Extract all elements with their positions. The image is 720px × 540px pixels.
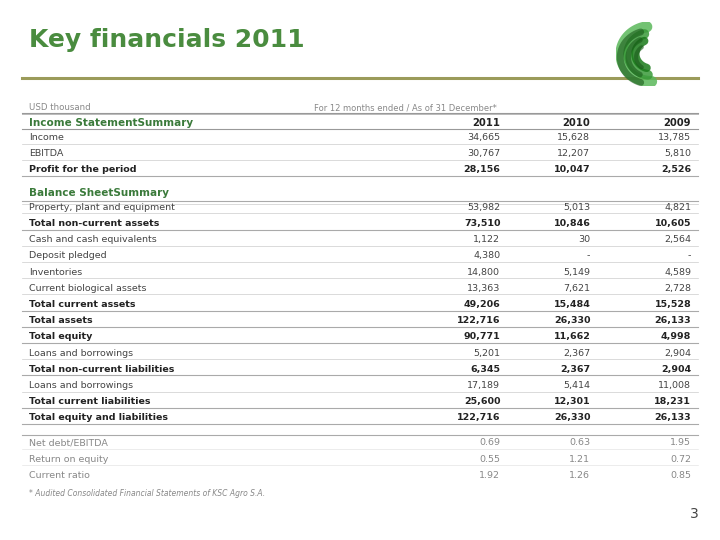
Text: 2,526: 2,526 xyxy=(661,165,691,174)
Text: 2,564: 2,564 xyxy=(664,235,691,244)
Text: 26,133: 26,133 xyxy=(654,316,691,325)
Text: 15,528: 15,528 xyxy=(654,300,691,309)
Text: 26,133: 26,133 xyxy=(654,414,691,422)
Text: 5,201: 5,201 xyxy=(474,349,500,357)
Text: Current ratio: Current ratio xyxy=(29,471,90,480)
Text: 5,810: 5,810 xyxy=(664,149,691,158)
Text: Loans and borrowings: Loans and borrowings xyxy=(29,349,133,357)
Text: 10,846: 10,846 xyxy=(554,219,590,228)
Text: 25,600: 25,600 xyxy=(464,397,500,406)
Text: -: - xyxy=(688,252,691,260)
Text: EBITDA: EBITDA xyxy=(29,149,63,158)
Text: 1,122: 1,122 xyxy=(474,235,500,244)
Text: Property, plant and equipment: Property, plant and equipment xyxy=(29,203,175,212)
Text: 28,156: 28,156 xyxy=(464,165,500,174)
Text: 2,367: 2,367 xyxy=(560,365,590,374)
Text: 7,621: 7,621 xyxy=(563,284,590,293)
Text: 2010: 2010 xyxy=(562,118,590,128)
Text: 13,363: 13,363 xyxy=(467,284,500,293)
Text: 15,484: 15,484 xyxy=(554,300,590,309)
Text: 0.63: 0.63 xyxy=(570,438,590,447)
Text: 122,716: 122,716 xyxy=(457,316,500,325)
Text: 0.72: 0.72 xyxy=(670,455,691,463)
Text: 2009: 2009 xyxy=(664,118,691,128)
Text: 11,008: 11,008 xyxy=(658,381,691,390)
Text: 2011: 2011 xyxy=(472,118,500,128)
Text: 4,998: 4,998 xyxy=(661,333,691,341)
Text: Balance SheetSummary: Balance SheetSummary xyxy=(29,188,168,198)
Text: 14,800: 14,800 xyxy=(467,268,500,276)
Text: 0.85: 0.85 xyxy=(670,471,691,480)
Text: 13,785: 13,785 xyxy=(658,133,691,141)
Text: Current biological assets: Current biological assets xyxy=(29,284,146,293)
Text: 17,189: 17,189 xyxy=(467,381,500,390)
Text: For 12 months ended / As of 31 December*: For 12 months ended / As of 31 December* xyxy=(314,104,497,112)
Text: 12,301: 12,301 xyxy=(554,397,590,406)
Text: * Audited Consolidated Financial Statements of KSC Agro S.A.: * Audited Consolidated Financial Stateme… xyxy=(29,489,265,498)
Text: 3: 3 xyxy=(690,507,698,521)
Text: Loans and borrowings: Loans and borrowings xyxy=(29,381,133,390)
Text: 34,665: 34,665 xyxy=(467,133,500,141)
Text: 1.26: 1.26 xyxy=(570,471,590,480)
Text: 5,149: 5,149 xyxy=(563,268,590,276)
Text: 53,982: 53,982 xyxy=(467,203,500,212)
Text: Net debt/EBITDA: Net debt/EBITDA xyxy=(29,438,108,447)
Text: 4,821: 4,821 xyxy=(664,203,691,212)
Text: 15,628: 15,628 xyxy=(557,133,590,141)
Text: Total current liabilities: Total current liabilities xyxy=(29,397,150,406)
Text: Deposit pledged: Deposit pledged xyxy=(29,252,107,260)
Text: Total equity: Total equity xyxy=(29,333,92,341)
Text: -: - xyxy=(587,252,590,260)
Text: 5,414: 5,414 xyxy=(563,381,590,390)
Text: 12,207: 12,207 xyxy=(557,149,590,158)
Text: 26,330: 26,330 xyxy=(554,414,590,422)
Text: 0.55: 0.55 xyxy=(480,455,500,463)
Text: 4,589: 4,589 xyxy=(664,268,691,276)
Text: Cash and cash equivalents: Cash and cash equivalents xyxy=(29,235,156,244)
Text: Income StatementSummary: Income StatementSummary xyxy=(29,118,193,128)
Text: 2,904: 2,904 xyxy=(661,365,691,374)
Text: USD thousand: USD thousand xyxy=(29,104,91,112)
Text: 1.21: 1.21 xyxy=(570,455,590,463)
Text: 2,728: 2,728 xyxy=(664,284,691,293)
Text: Key financials 2011: Key financials 2011 xyxy=(29,29,305,52)
Text: 90,771: 90,771 xyxy=(464,333,500,341)
Text: 26,330: 26,330 xyxy=(554,316,590,325)
Text: Return on equity: Return on equity xyxy=(29,455,108,463)
Text: 73,510: 73,510 xyxy=(464,219,500,228)
Text: Total non-current liabilities: Total non-current liabilities xyxy=(29,365,174,374)
Text: 49,206: 49,206 xyxy=(464,300,500,309)
Text: 30,767: 30,767 xyxy=(467,149,500,158)
Text: Total non-current assets: Total non-current assets xyxy=(29,219,159,228)
Text: Total assets: Total assets xyxy=(29,316,92,325)
Text: Income: Income xyxy=(29,133,63,141)
Text: Total current assets: Total current assets xyxy=(29,300,135,309)
Text: 11,662: 11,662 xyxy=(554,333,590,341)
Text: 5,013: 5,013 xyxy=(563,203,590,212)
Text: Inventories: Inventories xyxy=(29,268,82,276)
Text: 10,605: 10,605 xyxy=(654,219,691,228)
Text: 18,231: 18,231 xyxy=(654,397,691,406)
Text: 6,345: 6,345 xyxy=(470,365,500,374)
Text: Total equity and liabilities: Total equity and liabilities xyxy=(29,414,168,422)
Text: 2,367: 2,367 xyxy=(563,349,590,357)
Text: 30: 30 xyxy=(578,235,590,244)
Text: 2,904: 2,904 xyxy=(664,349,691,357)
Text: Profit for the period: Profit for the period xyxy=(29,165,136,174)
Text: 10,047: 10,047 xyxy=(554,165,590,174)
Text: 1.92: 1.92 xyxy=(480,471,500,480)
Text: 4,380: 4,380 xyxy=(473,252,500,260)
Text: 1.95: 1.95 xyxy=(670,438,691,447)
Text: 0.69: 0.69 xyxy=(480,438,500,447)
Text: 122,716: 122,716 xyxy=(457,414,500,422)
